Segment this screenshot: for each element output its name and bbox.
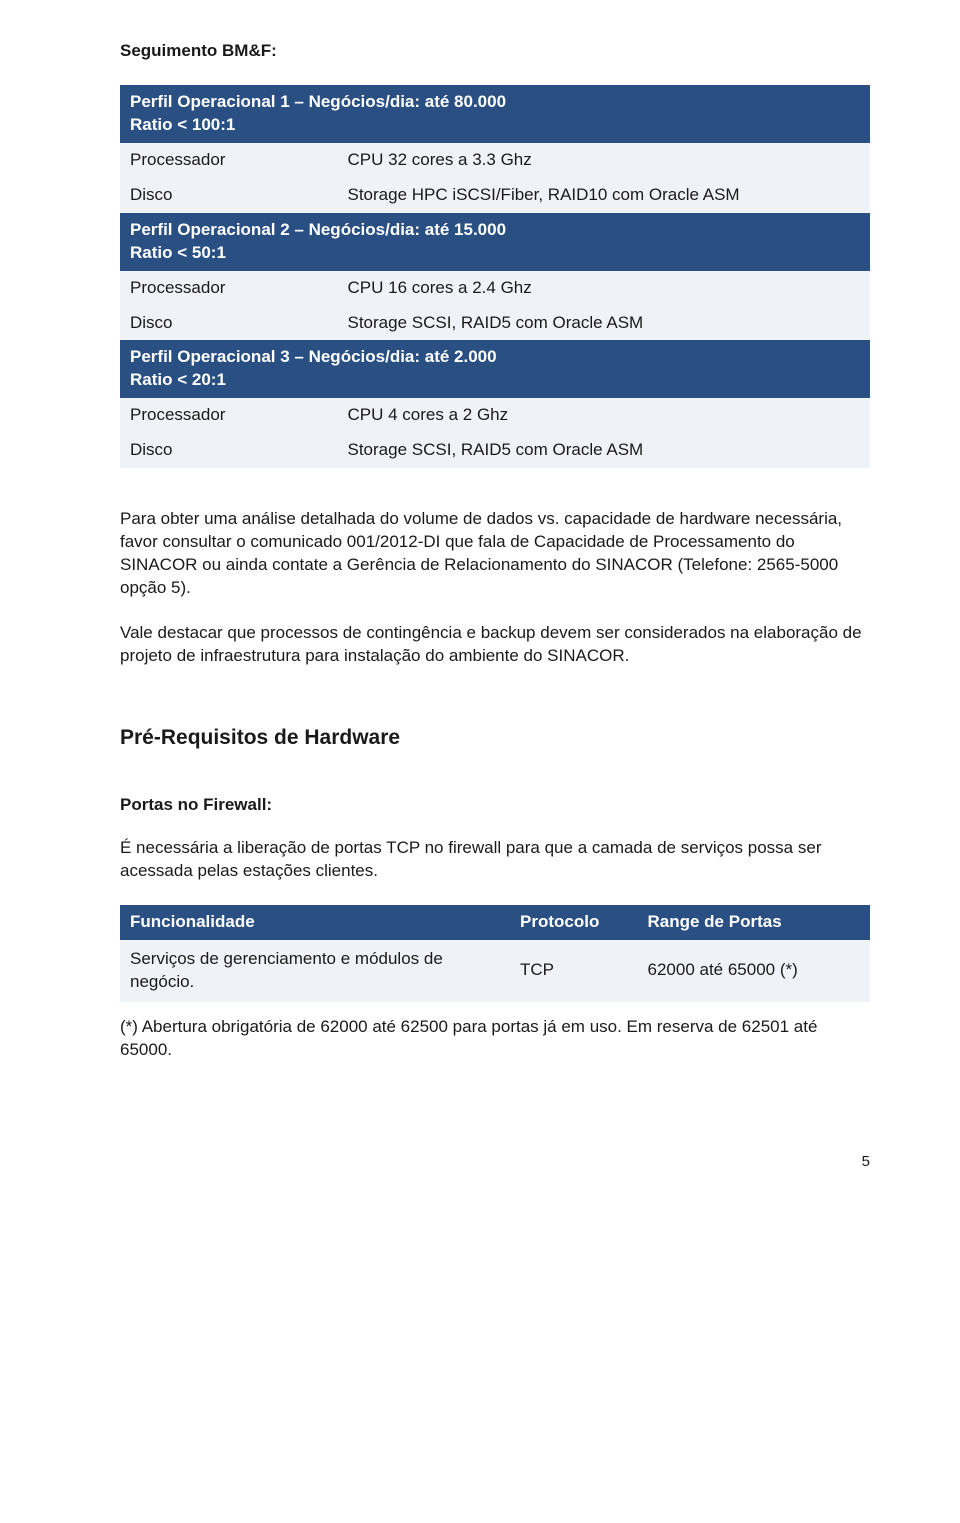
row-key: Processador [120, 398, 338, 433]
row-key: Processador [120, 271, 338, 306]
cell: 62000 até 65000 (*) [638, 940, 871, 1002]
footnote: (*) Abertura obrigatória de 62000 até 62… [120, 1016, 870, 1062]
table-row: Processador CPU 32 cores a 3.3 Ghz [120, 143, 870, 178]
paragraph: Para obter uma análise detalhada do volu… [120, 508, 870, 600]
row-key: Disco [120, 306, 338, 341]
row-key: Disco [120, 178, 338, 213]
col-header: Funcionalidade [120, 905, 510, 940]
row-key: Processador [120, 143, 338, 178]
profile-table-1: Perfil Operacional 1 – Negócios/dia: até… [120, 85, 870, 468]
profile-header: Perfil Operacional 2 – Negócios/dia: até… [120, 213, 870, 271]
table-header-row: Funcionalidade Protocolo Range de Portas [120, 905, 870, 940]
page-number: 5 [120, 1152, 870, 1172]
row-key: Disco [120, 433, 338, 468]
table-row: Serviços de gerenciamento e módulos de n… [120, 940, 870, 1002]
row-val: Storage SCSI, RAID5 com Oracle ASM [338, 433, 871, 468]
subheading-portas: Portas no Firewall: [120, 794, 870, 817]
row-val: CPU 4 cores a 2 Ghz [338, 398, 871, 433]
row-val: Storage SCSI, RAID5 com Oracle ASM [338, 306, 871, 341]
table-row: Disco Storage SCSI, RAID5 com Oracle ASM [120, 306, 870, 341]
table-row: Processador CPU 4 cores a 2 Ghz [120, 398, 870, 433]
table-row: Processador CPU 16 cores a 2.4 Ghz [120, 271, 870, 306]
row-val: CPU 16 cores a 2.4 Ghz [338, 271, 871, 306]
row-val: CPU 32 cores a 3.3 Ghz [338, 143, 871, 178]
col-header: Range de Portas [638, 905, 871, 940]
paragraph: É necessária a liberação de portas TCP n… [120, 837, 870, 883]
table-row: Disco Storage HPC iSCSI/Fiber, RAID10 co… [120, 178, 870, 213]
col-header: Protocolo [510, 905, 638, 940]
section-title: Seguimento BM&F: [120, 40, 870, 63]
cell: Serviços de gerenciamento e módulos de n… [120, 940, 510, 1002]
firewall-table: Funcionalidade Protocolo Range de Portas… [120, 905, 870, 1002]
row-val: Storage HPC iSCSI/Fiber, RAID10 com Orac… [338, 178, 871, 213]
table-row: Disco Storage SCSI, RAID5 com Oracle ASM [120, 433, 870, 468]
paragraph: Vale destacar que processos de contingên… [120, 622, 870, 668]
profile-header: Perfil Operacional 1 – Negócios/dia: até… [120, 85, 870, 143]
heading-pre-requisitos: Pré-Requisitos de Hardware [120, 724, 870, 752]
cell: TCP [510, 940, 638, 1002]
profile-header: Perfil Operacional 3 – Negócios/dia: até… [120, 340, 870, 398]
